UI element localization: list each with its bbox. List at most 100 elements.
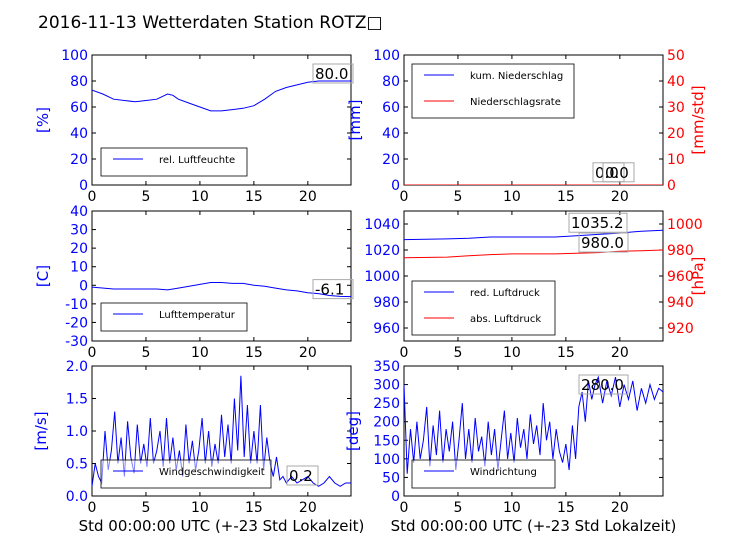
legend-box: [411, 63, 575, 119]
y-tick-label: 40: [70, 204, 88, 220]
panel-temperature: 0 5 10 15 20 -30 -20 -10 0 10 20 30 40 [C] -6.1 Lufttem…: [34, 204, 354, 361]
x-tick-label: 20: [611, 189, 629, 205]
legend-entry: kum. Niederschlag: [470, 71, 563, 82]
axes-frame: [403, 365, 664, 497]
annotation-box: [568, 212, 628, 233]
legend-box: [100, 147, 248, 177]
x-tick-label: 10: [503, 500, 521, 516]
annotation-value: 80.0: [315, 65, 348, 83]
x-tick-label: 10: [503, 189, 521, 205]
x-tick-label: 0: [400, 189, 409, 205]
y-axis-label: [deg]: [344, 411, 362, 451]
y-tick-label: 250: [373, 396, 400, 412]
annotation-value: 0.2: [289, 467, 313, 485]
annotation-value: -6.1: [315, 281, 344, 299]
x-tick-label: 15: [245, 345, 263, 361]
y-tick-label: 60: [70, 100, 88, 116]
x-tick-label: 10: [503, 345, 521, 361]
y-tick-label: 100: [61, 48, 88, 64]
legend-box: [100, 302, 248, 332]
annotation-box: [286, 465, 319, 486]
y-tick-label: 80: [70, 74, 88, 90]
y-axis-label: [m/s]: [32, 411, 50, 450]
y-tick-label: 0: [391, 178, 400, 194]
annotation-value: 0.0: [595, 164, 619, 182]
panel-precip: 0 5 10 15 20 0 20 40 60 80 100 [mm] 0 10 20 30 40 50 [mm/s…: [346, 48, 707, 205]
annotation-value: 280.0: [581, 376, 624, 394]
panel-humidity: 0 5 10 15 20 0 20 40 60 80 100 [%] 80.0 rel. Luftfeuc…: [34, 48, 354, 205]
y-tick-label: 20: [70, 152, 88, 168]
axes-frame: [91, 210, 352, 342]
annotation-box: [602, 162, 635, 183]
series-line-winddir-0: [404, 375, 663, 474]
y-axis-label: [%]: [34, 107, 52, 133]
x-tick-label: 15: [557, 500, 575, 516]
y-tick-label: 100: [373, 452, 400, 468]
x-tick-label: 15: [557, 189, 575, 205]
y2-tick-label: 940: [667, 295, 694, 311]
x-tick-label: 5: [141, 189, 150, 205]
annotation-value: 1035.2: [571, 214, 624, 232]
legend: Lufttemperatur: [100, 302, 248, 332]
y2-tick-label: 1000: [667, 217, 703, 233]
y-tick-label: 50: [382, 470, 400, 486]
y-tick-label: 30: [70, 223, 88, 239]
x-tick-label: 5: [453, 500, 462, 516]
legend-box: [100, 459, 272, 489]
axes-frame: [91, 54, 352, 186]
y-tick-label: 0.0: [66, 489, 88, 505]
annotation-box: [578, 374, 629, 395]
y-tick-label: 960: [373, 321, 400, 337]
x-tick-label: 20: [299, 189, 317, 205]
y-axis-label: [mm]: [346, 100, 364, 141]
annotation-box: [578, 232, 629, 253]
y-tick-label: 2.0: [66, 359, 88, 375]
y-tick-label: 1040: [364, 217, 400, 233]
x-tick-label: 0: [88, 345, 97, 361]
y-tick-label: 0: [391, 489, 400, 505]
y2-tick-label: 0: [667, 178, 676, 194]
legend-entry: red. Luftdruck: [470, 288, 540, 299]
y-tick-label: 10: [70, 260, 88, 276]
x-tick-label: 0: [400, 345, 409, 361]
x-tick-label: 20: [299, 345, 317, 361]
annotation-box: [312, 63, 354, 84]
y2-tick-label: 920: [667, 321, 694, 337]
y-tick-label: 1.5: [66, 392, 88, 408]
legend: rel. Luftfeuchte: [100, 147, 248, 177]
legend-entry: rel. Luftfeuchte: [159, 155, 235, 166]
y-tick-label: 0: [79, 178, 88, 194]
y2-tick-label: 980: [667, 243, 694, 259]
series-line-pressure-1: [404, 249, 663, 259]
panel-pressure: 0 5 10 15 20 960 980 1000 1020 1040 920 940 960 980 10…: [364, 210, 707, 361]
series-line-windspeed-0: [92, 375, 351, 487]
legend-box: [411, 280, 556, 336]
legend-entry: Windgeschwindigkeit: [159, 467, 265, 478]
x-tick-label: 15: [245, 500, 263, 516]
legend-box: [411, 459, 556, 489]
x-tick-label: 20: [611, 500, 629, 516]
x-axis-label: Std 00:00:00 UTC (+-23 Std Lokalzeit): [79, 517, 365, 535]
y2-tick-label: 960: [667, 269, 694, 285]
y-tick-label: 200: [373, 415, 400, 431]
y-tick-label: 1020: [364, 243, 400, 259]
y2-tick-label: 20: [667, 126, 685, 142]
x-tick-label: 10: [191, 189, 209, 205]
x-tick-label: 15: [557, 345, 575, 361]
y-axis-label: [C]: [34, 265, 52, 287]
y-tick-label: 20: [382, 152, 400, 168]
y2-axis-label: [mm/std]: [689, 85, 707, 154]
figure-title: 2016-11-13 Wetterdaten Station ROTZ□: [38, 13, 383, 33]
x-tick-label: 5: [141, 500, 150, 516]
x-tick-label: 0: [88, 500, 97, 516]
y-tick-label: 20: [70, 241, 88, 257]
y-tick-label: -10: [65, 297, 88, 313]
x-tick-label: 0: [88, 189, 97, 205]
y-tick-label: 60: [382, 100, 400, 116]
y2-tick-label: 30: [667, 100, 685, 116]
y-tick-label: 100: [373, 48, 400, 64]
y-tick-label: 1.0: [66, 424, 88, 440]
x-tick-label: 10: [191, 345, 209, 361]
y2-axis-label: [hPa]: [689, 257, 707, 296]
